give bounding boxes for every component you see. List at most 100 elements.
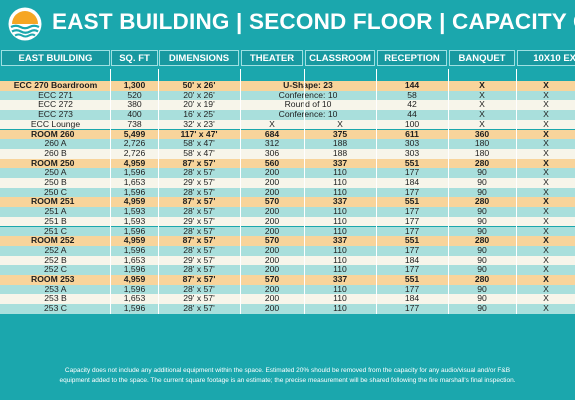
cell-classroom: 110 — [333, 283, 347, 294]
cell-reception: 177 — [404, 303, 420, 314]
cell-theater: 684 — [264, 128, 280, 139]
cell-exhibit: X — [543, 157, 549, 168]
cell-reception: 42 — [407, 99, 417, 110]
table-row: 250 B 1,653 29' x 57' 200 110 184 90 X — [0, 177, 575, 188]
cell-classroom: 110 — [333, 244, 347, 255]
cell-sq-ft: 1,653 — [123, 177, 146, 187]
table-row: ECC 270 Boardroom 1,300 50' x 26' U-Shape: … — [0, 80, 575, 91]
cell-room-name: ROOM 252 — [31, 235, 75, 246]
cell-sq-ft: 380 — [127, 99, 142, 110]
cell-reception: 551 — [404, 235, 420, 246]
cell-banquet: 180 — [474, 138, 490, 149]
cell-reception: 177 — [404, 225, 420, 236]
cell-exhibit: X — [543, 138, 549, 149]
cell-theater: Conference: 10 — [278, 89, 338, 100]
cell-banquet: 90 — [477, 206, 487, 217]
cell-banquet: 90 — [477, 264, 487, 275]
cell-room-name: ROOM 253 — [31, 274, 75, 284]
cell-dimensions: 87' x 57' — [182, 274, 216, 284]
cell-reception: 184 — [404, 293, 420, 304]
cell-exhibit: X — [543, 80, 549, 90]
table-row: ROOM 251 4,959 87' x 57' 570 337 551 280 X — [0, 196, 575, 208]
table-row: ROOM 260 5,499 117' x 47' 684 375 611 360 X — [0, 128, 575, 140]
cell-banquet: 180 — [474, 147, 490, 158]
column-divider — [376, 69, 377, 314]
footer-line-2: equipment added to the space. The curren… — [59, 377, 516, 384]
table-row: ROOM 253 4,959 87' x 57' 570 337 551 280 X — [0, 274, 575, 285]
cell-classroom: X — [337, 118, 343, 129]
cell-dimensions: 87' x 57' — [182, 196, 216, 207]
cell-dimensions: 28' x 57' — [183, 244, 215, 255]
cell-room-name: 250 B — [44, 177, 67, 187]
cell-classroom: 337 — [332, 157, 348, 168]
cell-classroom: 110 — [333, 167, 347, 178]
cell-sq-ft: 4,959 — [123, 274, 146, 284]
cell-theater: 200 — [264, 177, 280, 187]
cell-dimensions: 20' x 26' — [183, 89, 215, 100]
cell-theater: 306 — [264, 147, 280, 158]
cell-sq-ft: 5,499 — [123, 128, 146, 139]
cell-room-name: 251 B — [44, 215, 67, 226]
cell-sq-ft: 2,726 — [123, 147, 146, 158]
cell-dimensions: 16' x 25' — [183, 109, 215, 120]
cell-dimensions: 20' x 19' — [183, 99, 215, 110]
cell-classroom: 110 — [333, 177, 347, 187]
table-row: 260 B 2,726 58' x 47' 306 188 303 180 X — [0, 147, 575, 159]
table-row: ECC 273 400 16' x 25' Conference: 10 44 X X — [0, 109, 575, 120]
cell-exhibit: X — [543, 303, 549, 314]
cell-sq-ft: 1,596 — [123, 167, 146, 178]
cell-exhibit: X — [543, 186, 549, 197]
cell-sq-ft: 1,593 — [123, 215, 146, 226]
cell-exhibit: X — [543, 167, 549, 178]
cell-banquet: X — [479, 80, 485, 90]
cell-banquet: 90 — [477, 225, 487, 236]
cell-theater: X — [269, 118, 275, 129]
cell-room-name: 252 A — [44, 244, 67, 255]
cell-classroom: 110 — [333, 186, 347, 197]
table-row: 250 A 1,596 28' x 57' 200 110 177 90 X — [0, 168, 575, 178]
cell-theater: 200 — [264, 206, 280, 217]
cell-sq-ft: 1,596 — [123, 303, 146, 314]
cell-room-name: 260 A — [44, 138, 67, 149]
table-row: 252 A 1,596 28' x 57' 200 110 177 90 X — [0, 244, 575, 256]
cell-reception: 177 — [404, 206, 420, 217]
column-divider — [240, 69, 241, 314]
cell-sq-ft: 738 — [127, 118, 142, 129]
cell-dimensions: 29' x 57' — [183, 254, 215, 265]
cell-room-name: ECC 273 — [38, 109, 73, 120]
cell-sq-ft: 1,596 — [123, 225, 146, 236]
footer-line-1: Capacity does not include any additional… — [64, 367, 511, 374]
cell-classroom: 110 — [333, 303, 347, 314]
cell-dimensions: 50' x 26' — [182, 80, 216, 90]
cell-banquet: X — [479, 99, 485, 110]
cell-theater: 200 — [264, 254, 280, 265]
cell-exhibit: X — [543, 283, 549, 294]
column-divider — [158, 69, 159, 314]
cell-banquet: 90 — [477, 303, 487, 314]
cell-banquet: X — [479, 109, 485, 120]
cell-sq-ft: 400 — [127, 109, 142, 120]
table-row: ROOM 250 4,959 87' x 57' 560 337 551 280 X — [0, 157, 575, 169]
cell-sq-ft: 520 — [127, 89, 142, 100]
cell-exhibit: X — [543, 264, 549, 275]
table-row: 253 B 1,653 29' x 57' 200 110 184 90 X — [0, 293, 575, 305]
table-row: 250 C 1,596 28' x 57' 200 110 177 90 X — [0, 186, 575, 198]
cell-sq-ft: 1,653 — [123, 293, 146, 304]
cell-sq-ft: 1,596 — [123, 186, 146, 197]
cell-exhibit: X — [543, 225, 549, 236]
cell-banquet: 280 — [474, 196, 490, 207]
cell-exhibit: X — [543, 177, 549, 187]
cell-banquet: 90 — [477, 215, 487, 226]
cell-exhibit: X — [543, 293, 549, 304]
column-divider — [110, 69, 111, 314]
cell-exhibit: X — [543, 215, 549, 226]
cell-banquet: 90 — [477, 244, 487, 255]
cell-room-name: ROOM 251 — [31, 196, 75, 207]
cell-room-name: 251 C — [44, 225, 67, 236]
cell-reception: 177 — [404, 186, 420, 197]
cell-banquet: 90 — [477, 167, 487, 178]
cell-dimensions: 29' x 57' — [183, 215, 215, 226]
cell-theater: Round of 10 — [284, 99, 332, 110]
cell-exhibit: X — [543, 147, 549, 158]
cell-banquet: 360 — [474, 128, 490, 139]
